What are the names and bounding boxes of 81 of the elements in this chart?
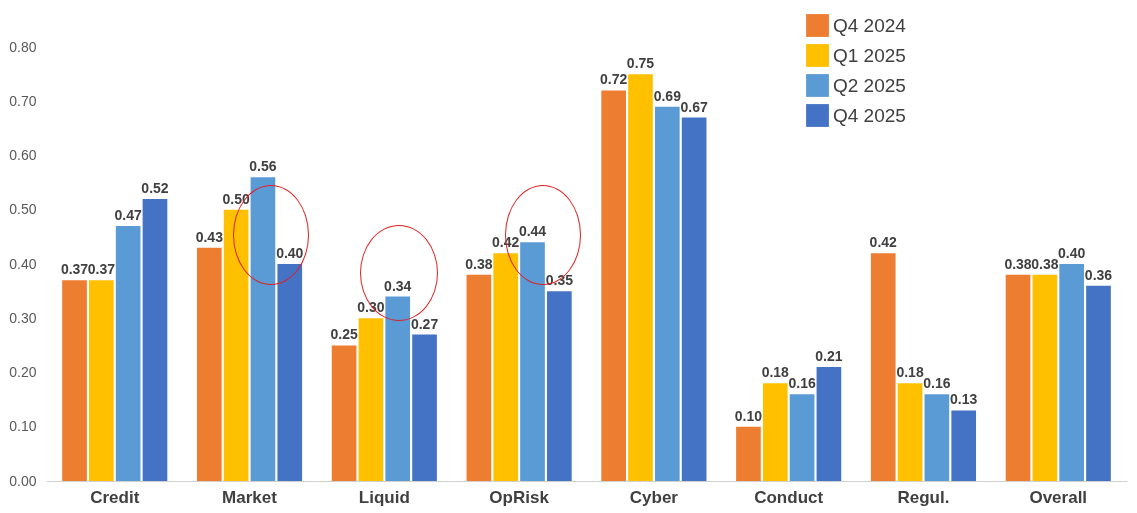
bar [412, 334, 437, 481]
bar [115, 226, 141, 481]
bar [1032, 274, 1058, 481]
x-tick-label: Credit [90, 487, 140, 507]
bar [520, 242, 545, 481]
legend-label: Q4 2024 [833, 14, 907, 36]
bar [358, 318, 384, 481]
bar [466, 274, 492, 481]
data-label: 0.10 [734, 407, 763, 424]
bar [196, 247, 222, 481]
bar [681, 117, 707, 481]
data-label: 0.40 [276, 245, 304, 261]
data-label: 0.38 [465, 255, 493, 272]
x-tick-label: Conduct [754, 487, 824, 507]
y-tick-label: 0.70 [9, 92, 37, 109]
x-tick-label: Regul. [897, 487, 950, 507]
bar [951, 410, 977, 481]
bar [1086, 285, 1111, 481]
data-label: 0.44 [518, 223, 547, 240]
data-label: 0.34 [384, 277, 412, 294]
y-tick-label: 0.00 [9, 472, 37, 489]
data-label: 0.27 [410, 315, 439, 332]
data-label: 0.21 [815, 348, 843, 365]
x-tick-label: Cyber [629, 487, 679, 507]
x-tick-label: OpRisk [489, 487, 550, 507]
bar [385, 296, 411, 481]
bar [816, 367, 842, 481]
data-label: 0.25 [330, 326, 358, 343]
data-label: 0.40 [1058, 245, 1086, 261]
data-label: 0.67 [680, 98, 708, 115]
y-tick-label: 0.50 [9, 201, 37, 218]
bar [897, 383, 923, 481]
bar [924, 394, 950, 481]
bar [62, 280, 87, 481]
data-label: 0.18 [896, 364, 924, 381]
bar [277, 264, 303, 481]
data-label: 0.37 [87, 261, 116, 278]
data-label: 0.38 [1031, 255, 1059, 272]
bar [88, 280, 114, 481]
data-label: 0.16 [788, 375, 816, 392]
data-label: 0.47 [114, 207, 142, 224]
x-tick-label: Overall [1029, 487, 1088, 507]
data-label: 0.18 [761, 364, 790, 381]
y-tick-label: 0.40 [9, 255, 37, 272]
data-label: 0.43 [195, 228, 224, 245]
bar [223, 209, 249, 481]
bar [331, 345, 357, 481]
bar [870, 253, 896, 481]
bar [547, 291, 572, 481]
bar [601, 90, 626, 481]
legend-label: Q2 2025 [833, 74, 906, 96]
bar [493, 253, 519, 481]
data-label: 0.16 [923, 375, 951, 392]
data-label: 0.37 [60, 261, 89, 278]
data-label: 0.72 [600, 71, 628, 88]
x-tick-label: Liquid [358, 487, 410, 507]
bar [762, 383, 788, 481]
y-tick-label: 0.20 [9, 364, 37, 380]
bar [250, 177, 276, 481]
data-label: 0.56 [249, 158, 277, 175]
bar [736, 426, 761, 481]
data-label: 0.36 [1084, 266, 1113, 283]
data-label: 0.52 [141, 179, 169, 196]
y-tick-label: 0.60 [9, 147, 37, 163]
bar [628, 74, 653, 481]
x-tick-label: Market [222, 487, 278, 507]
y-tick-label: 0.30 [9, 309, 37, 326]
bar [654, 106, 680, 481]
bar [789, 394, 815, 481]
bar [142, 198, 168, 481]
data-label: 0.42 [869, 234, 898, 251]
legend-label: Q1 2025 [833, 44, 906, 66]
legend-label: Q4 2025 [833, 104, 906, 126]
bar [1005, 274, 1031, 481]
data-label: 0.13 [950, 391, 978, 408]
y-tick-label: 0.80 [9, 38, 37, 55]
y-tick-label: 0.10 [9, 418, 37, 435]
bar [1059, 264, 1085, 481]
data-label: 0.69 [653, 87, 682, 104]
data-label: 0.38 [1004, 255, 1032, 272]
data-label: 0.75 [626, 55, 655, 72]
